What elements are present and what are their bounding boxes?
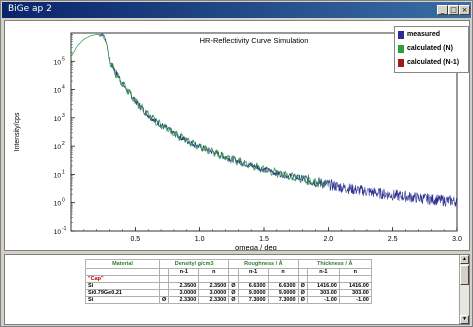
window-title: BiGe ap 2: [8, 4, 52, 14]
scroll-thumb[interactable]: [460, 265, 469, 285]
header-phi-density: [158, 268, 170, 276]
table-row[interactable]: Si 2.3500 2.3500 Ø 6.6300 6.6300 Ø 1416.…: [85, 282, 372, 290]
scroll-up-button[interactable]: ▲: [460, 255, 469, 264]
header-density: Density/ g/cm3: [158, 259, 230, 269]
table-vertical-scrollbar[interactable]: ▲ ▼: [459, 255, 469, 324]
x-tick-label: 3.0: [452, 236, 462, 243]
y-tick-exponent: 2: [62, 141, 65, 147]
legend-swatch-calculated-n1: [398, 59, 404, 67]
header-roughness: Roughness / Å: [228, 259, 299, 269]
y-tick-exponent: 0: [62, 198, 65, 204]
y-tick-label: 10: [54, 229, 62, 236]
reflectivity-chart: HR-Reflectivity Curve Simulation 0.5 1.0 1.…: [14, 32, 462, 250]
y-axis-label: Intensity/cps: [14, 112, 21, 151]
y-tick-label: 10: [54, 116, 62, 123]
plot-area-frame: [70, 32, 458, 232]
legend-label-calculated-n1: calculated (N-1): [407, 59, 460, 66]
header-roughness-n: n: [267, 268, 299, 276]
minimize-button[interactable]: _: [437, 5, 448, 15]
header-density-n: n: [198, 268, 230, 276]
header-material: Material: [85, 259, 160, 269]
table-row[interactable]: Si Ø 2.3300 2.3300 Ø 7.3000 7.3000 Ø -1.…: [85, 296, 372, 304]
y-tick-exponent: 3: [62, 113, 65, 119]
table-row-cap[interactable]: "Cap": [85, 275, 372, 283]
legend-swatch-measured: [398, 31, 404, 39]
cap-label: "Cap": [85, 275, 160, 283]
close-button[interactable]: ×: [459, 5, 470, 15]
legend-label-calculated-n: calculated (N): [407, 45, 453, 52]
x-tick-label: 1.0: [195, 236, 205, 243]
layer-parameter-table: Material Density/ g/cm3 Roughness / Å Th…: [85, 259, 372, 304]
header-thickness: Thickness / Å: [297, 259, 372, 269]
reflectivity-plot-panel[interactable]: HR-Reflectivity Curve Simulation 0.5 1.0 1.…: [4, 20, 470, 251]
x-tick-label: 0.5: [130, 236, 140, 243]
y-tick-exponent: 1: [62, 169, 65, 175]
header-roughness-n1: n-1: [237, 268, 269, 276]
legend-swatch-calculated-n: [398, 45, 404, 53]
y-tick-label: 10: [54, 172, 62, 179]
series-calculated-n-line: [70, 34, 329, 188]
header-thickness-n: n: [338, 268, 372, 276]
y-tick-label: 10: [54, 201, 62, 208]
table-row[interactable]: Si0.79Ge0.21 3.0000 3.0000 Ø 9.0000 9.00…: [85, 289, 372, 297]
x-tick-label: 2.0: [323, 236, 333, 243]
header-blank: [85, 268, 160, 276]
x-tick-label: 2.5: [388, 236, 398, 243]
header-phi-roughness: [228, 268, 239, 276]
header-density-n1: n-1: [168, 268, 200, 276]
row-material: Si: [85, 296, 160, 304]
y-tick-exponent: 5: [62, 56, 65, 62]
x-tick-label: 1.5: [259, 236, 269, 243]
row-material: Si0.79Ge0.21: [85, 289, 160, 297]
y-tick-label: 10: [54, 88, 62, 95]
legend-label-measured: measured: [407, 31, 441, 38]
chart-legend: measured calculated (N) calculated (N-1): [394, 26, 469, 73]
y-tick-exponent: 4: [62, 85, 65, 91]
header-phi-thickness: [297, 268, 308, 276]
scroll-down-button[interactable]: ▼: [460, 315, 469, 324]
layer-table-panel[interactable]: Material Density/ g/cm3 Roughness / Å Th…: [4, 254, 470, 325]
chart-title: HR-Reflectivity Curve Simulation: [200, 36, 309, 45]
row-material: Si: [85, 282, 160, 290]
header-thickness-n1: n-1: [306, 268, 340, 276]
y-tick-exponent: -1: [62, 226, 67, 232]
y-tick-label: 10: [54, 144, 62, 151]
title-bar[interactable]: BiGe ap 2 _ □ ×: [2, 2, 471, 18]
maximize-button[interactable]: □: [448, 5, 459, 15]
y-tick-label: 10: [54, 59, 62, 66]
x-axis-label: omega / deg: [235, 243, 277, 250]
